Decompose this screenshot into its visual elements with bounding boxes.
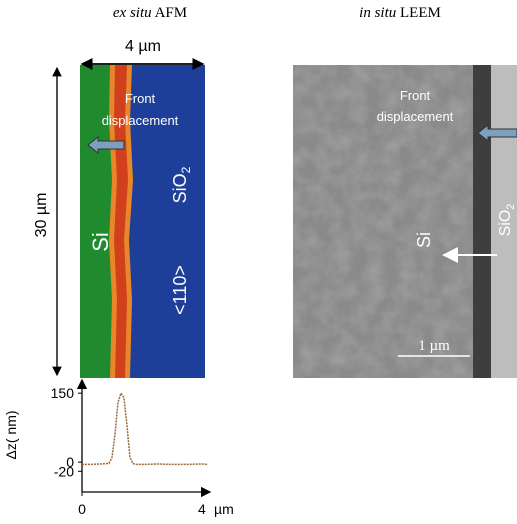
front-arrow: [87, 135, 125, 155]
oxide-label: SiO2: [170, 166, 193, 203]
profile-line: [82, 391, 208, 466]
scale-label: 1 µm: [418, 338, 450, 354]
leem-texture: [293, 65, 473, 378]
front-band: [473, 65, 491, 378]
annotation: displacement: [102, 113, 179, 128]
y-tick-label: 150: [51, 385, 75, 401]
annotation: displacement: [377, 109, 454, 124]
x-tick-label: 0: [78, 501, 86, 517]
afm-image: [80, 65, 205, 378]
y-axis-label: Δz( nm): [3, 410, 19, 459]
si-label: Si: [414, 232, 434, 248]
y-tick-label: -20: [54, 463, 74, 479]
height-label: 30 µm: [33, 193, 50, 238]
si-region: [80, 65, 114, 378]
annotation: Front: [400, 88, 431, 103]
annotation: Front: [125, 91, 156, 106]
y-tick-label: 0: [66, 454, 74, 470]
front-arrow: [477, 123, 517, 143]
right-title: in situ LEEM: [359, 5, 441, 21]
x-axis-label: µm: [214, 501, 234, 517]
left-title: ex situ AFM: [113, 5, 187, 21]
oxide-label: SiO2: [497, 204, 517, 237]
x-tick-label: 4: [198, 501, 206, 517]
oxide-region: [128, 65, 205, 378]
leem-image: [293, 65, 517, 378]
si-label: Si: [88, 232, 113, 252]
orientation-label: <110>: [170, 265, 190, 315]
oxide-region: [491, 65, 517, 378]
width-label: 4 µm: [125, 38, 161, 55]
